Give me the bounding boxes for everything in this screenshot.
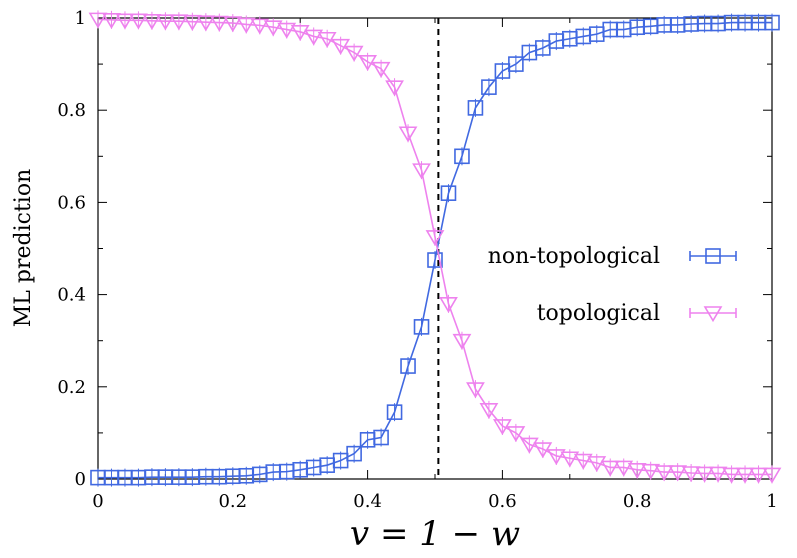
data-point-topological (317, 31, 337, 48)
data-point-topological (695, 466, 714, 483)
data-point-topological (344, 45, 364, 62)
y-tick-label: 0 (75, 469, 86, 490)
data-point-non-topological (427, 252, 443, 268)
data-point-non-topological (467, 100, 484, 116)
data-point-topological (722, 467, 741, 484)
y-tick-label: 0.4 (57, 285, 86, 306)
data-point-topological (749, 467, 768, 484)
y-tick-label: 1 (75, 8, 86, 29)
data-point-topological (331, 38, 351, 55)
data-point-topological (371, 61, 391, 78)
data-point-topological (277, 22, 297, 39)
legend-label-non-topological: non-topological (488, 244, 660, 269)
data-point-non-topological (764, 14, 780, 31)
data-point-non-topological (454, 148, 470, 165)
series-line-non-topological (98, 21, 772, 479)
data-point-topological (290, 25, 310, 42)
data-point-topological (452, 333, 472, 350)
data-point-topological (668, 465, 688, 482)
data-point-topological (236, 17, 256, 34)
data-point-topological (223, 16, 243, 33)
data-point-topological (156, 14, 175, 31)
data-point-non-topological (373, 429, 389, 446)
data-point-topological (681, 466, 701, 483)
data-point-topological (196, 15, 216, 32)
data-point-topological (600, 460, 620, 477)
series-topological (88, 10, 782, 484)
data-point-topological (358, 54, 377, 71)
data-point-non-topological (386, 404, 403, 420)
x-tick-label: 0 (92, 491, 103, 512)
x-tick-label: 1 (766, 491, 777, 512)
data-point-topological (439, 297, 458, 313)
data-point-topological (493, 419, 512, 436)
data-point-non-topological (440, 185, 457, 201)
data-point-topological (519, 437, 539, 454)
data-point-topological (88, 12, 108, 29)
data-point-topological (641, 463, 661, 480)
data-point-topological (385, 80, 404, 97)
data-point-non-topological (481, 79, 497, 95)
series-layer (88, 10, 782, 487)
data-point-topological (587, 456, 607, 473)
data-point-topological (263, 20, 283, 37)
y-tick-label: 0.8 (57, 100, 86, 121)
axis-ticks: 00 0.2 0.2 0.4 0.4 0.6 0.6 0.8 0.8 1 1 (57, 8, 777, 512)
data-point-topological (129, 13, 148, 30)
data-point-topological (614, 460, 634, 477)
x-axis-title: v = 1 − w (350, 514, 520, 554)
series-line-topological (97, 18, 772, 476)
x-tick-label: 0.4 (353, 491, 382, 512)
data-point-topological (708, 466, 728, 483)
data-point-topological (142, 13, 162, 30)
legend-marker-topological (703, 306, 723, 323)
x-tick-label: 0.2 (218, 491, 247, 512)
data-point-non-topological (400, 358, 416, 374)
plot-frame (97, 17, 773, 480)
data-point-topological (479, 403, 499, 420)
y-tick-label: 0.6 (57, 192, 86, 213)
legend: non-topological topological (488, 244, 737, 326)
data-point-topological (250, 18, 270, 35)
data-point-topological (169, 14, 189, 31)
data-point-topological (412, 163, 431, 180)
data-point-topological (506, 426, 526, 443)
data-point-topological (304, 29, 324, 46)
data-point-topological (115, 13, 135, 30)
data-point-topological (209, 15, 229, 32)
data-point-topological (425, 230, 445, 247)
x-tick-label: 0.8 (623, 491, 652, 512)
x-tick-label: 0.6 (488, 491, 517, 512)
data-point-topological (762, 467, 782, 484)
legend-label-topological: topological (537, 301, 660, 326)
data-point-topological (398, 126, 418, 143)
plot-area (97, 17, 773, 480)
data-point-non-topological (413, 319, 430, 335)
data-point-topological (735, 467, 755, 484)
data-point-topological (654, 465, 674, 482)
data-point-topological (546, 449, 566, 466)
data-point-topological (627, 462, 647, 479)
data-point-topological (182, 14, 202, 31)
series-non-topological (90, 13, 780, 487)
data-point-topological (573, 453, 593, 470)
data-point-non-topological (508, 56, 524, 72)
y-tick-label: 0.2 (57, 377, 86, 398)
data-point-topological (102, 13, 121, 30)
legend-marker-non-topological (705, 248, 721, 264)
data-point-topological (560, 451, 580, 468)
data-point-non-topological (346, 445, 362, 462)
data-point-topological (533, 442, 553, 459)
data-point-topological (466, 382, 485, 399)
y-axis-title: ML prediction (11, 169, 36, 327)
